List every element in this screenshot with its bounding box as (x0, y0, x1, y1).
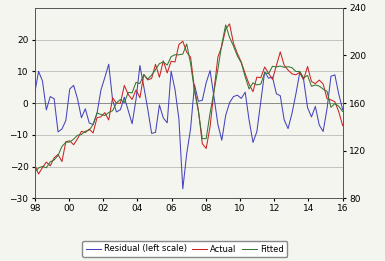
Legend: Residual (left scale), Actual, Fitted: Residual (left scale), Actual, Fitted (82, 241, 287, 257)
